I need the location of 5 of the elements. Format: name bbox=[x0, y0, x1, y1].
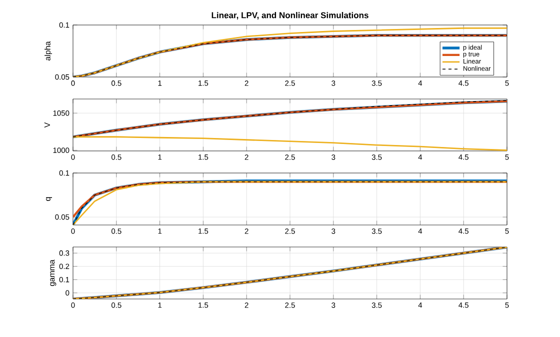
y-axis-title: alpha bbox=[44, 41, 52, 60]
y-axis-title: q bbox=[46, 197, 52, 201]
chart-title: Linear, LPV, and Nonlinear Simulations bbox=[212, 12, 368, 20]
y-axis-title: gamma bbox=[50, 260, 56, 286]
y-axis-title: V bbox=[44, 122, 50, 128]
